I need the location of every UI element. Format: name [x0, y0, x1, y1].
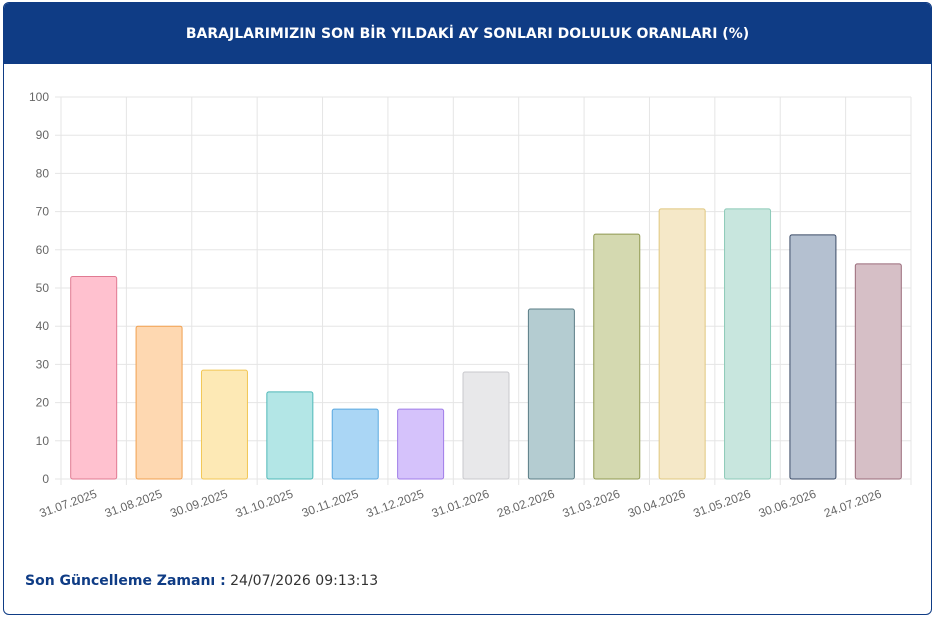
chart: 0 10 20 30 40 50 60 70 80 90 100 31.07.2025 31.08.20…	[29, 90, 912, 521]
y-tick-label: 20	[36, 396, 50, 410]
y-tick-label: 80	[36, 166, 50, 180]
bar	[397, 408, 445, 480]
x-tick-label: 31.12.2025	[364, 487, 426, 521]
x-tick-label: 30.09.2025	[168, 487, 230, 521]
bar	[658, 208, 706, 480]
y-tick-label: 60	[36, 243, 50, 257]
x-tick-label: 31.03.2026	[561, 487, 623, 521]
y-tick-label: 0	[42, 472, 49, 486]
footer-value: 24/07/2026 09:13:13	[230, 573, 379, 589]
x-tick-label: 24.07.2026	[822, 487, 884, 521]
bar	[331, 408, 379, 480]
bar	[593, 233, 641, 480]
bar	[135, 325, 183, 480]
x-tick-label: 31.01.2026	[430, 487, 492, 521]
bar	[200, 369, 248, 480]
bar	[789, 234, 837, 480]
y-tick-label: 100	[29, 90, 49, 104]
bar	[266, 391, 314, 480]
y-tick-label: 10	[36, 434, 50, 448]
bar	[854, 263, 902, 480]
x-tick-label: 31.05.2026	[691, 487, 753, 521]
card: BARAJLARIMIZIN SON BİR YILDAKİ AY SONLAR…	[3, 2, 932, 615]
y-tick-label: 70	[36, 205, 50, 219]
x-tick-label: 31.07.2025	[37, 487, 99, 521]
x-tick-label: 30.04.2026	[626, 487, 688, 521]
y-tick-label: 90	[36, 128, 50, 142]
y-tick-label: 50	[36, 281, 50, 295]
bar	[462, 371, 510, 480]
x-tick-label: 30.06.2026	[757, 487, 819, 521]
footer-label: Son Güncelleme Zamanı :	[25, 573, 226, 589]
x-tick-label: 31.08.2025	[103, 487, 165, 521]
x-tick-label: 28.02.2026	[495, 487, 557, 521]
chart-title: BARAJLARIMIZIN SON BİR YILDAKİ AY SONLAR…	[4, 3, 931, 64]
x-tick-label: 31.10.2025	[234, 487, 296, 521]
x-tick-label: 30.11.2025	[300, 487, 361, 521]
y-tick-label: 30	[36, 357, 50, 371]
bar	[70, 276, 118, 480]
bar	[724, 208, 772, 480]
bar	[527, 308, 575, 480]
y-tick-label: 40	[36, 319, 50, 333]
footer: Son Güncelleme Zamanı : 24/07/2026 09:13…	[25, 573, 378, 589]
